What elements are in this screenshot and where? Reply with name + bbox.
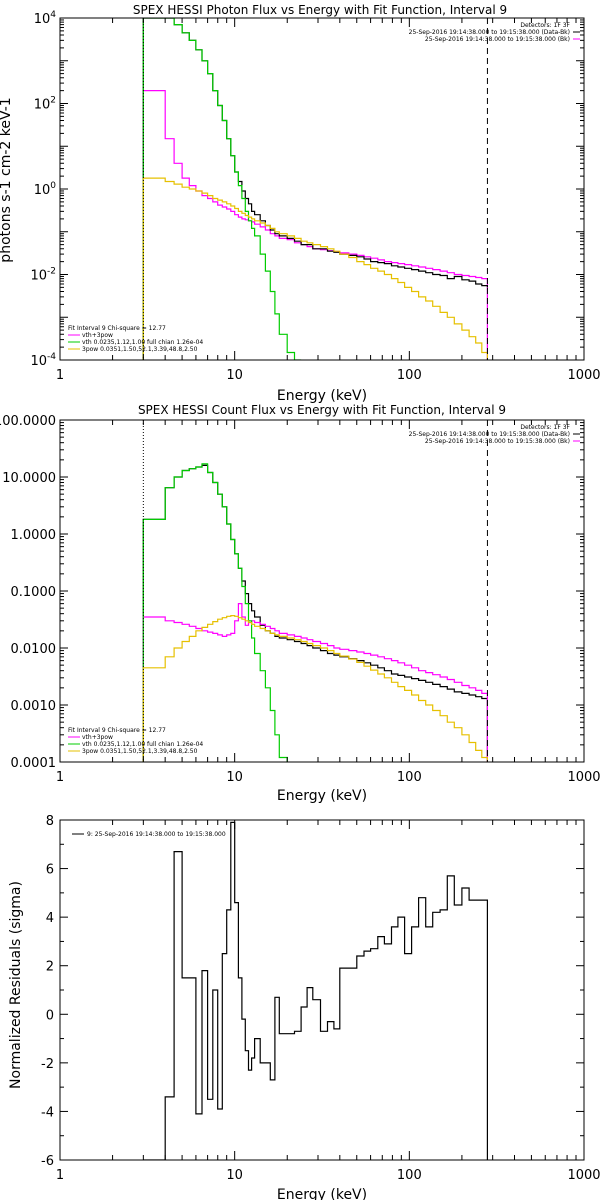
photon-flux-xtick-label: 1: [56, 368, 64, 383]
count-flux-xtick-label: 100: [397, 770, 422, 785]
residuals-ytick-label: -4: [41, 1105, 54, 1120]
residuals-xtick-label: 10: [226, 1168, 243, 1183]
count-flux-ytick-label: 0.0100: [11, 642, 57, 657]
residuals-xtick-label: 1000: [567, 1168, 600, 1183]
residuals-ytick-label: 2: [46, 960, 54, 975]
photon-flux-yticks: 10-4 10-2 100 102 104: [30, 10, 584, 369]
photon-flux-xtick-label: 10: [226, 368, 243, 383]
photon-flux-xlabel: Energy (keV): [277, 388, 367, 404]
count-flux-plot-frame: [59, 419, 585, 763]
count-flux-xtick-label: 1000: [567, 770, 600, 785]
photon-flux-legend-entry: 25-Sep-2016 19:14:38.000 to 19:15:38.000…: [425, 36, 570, 43]
count-flux-legend-entry: Fit Interval 9 Chi-square = 12.77: [68, 727, 166, 734]
photon-flux-series-3pow: [142, 177, 488, 360]
photon-flux-series-group: [142, 18, 488, 360]
count-flux-legend-entry: 25-Sep-2016 19:14:38.000 to 19:15:38.000…: [425, 438, 570, 445]
count-flux-series-data-bk: [142, 464, 488, 762]
photon-flux-legend-entry: 3pow 0.0351,1.50,52.1,3.39,48.8,2.50: [82, 346, 198, 353]
photon-flux-legend-entry: vth 0.0235,1.12,1.00 full chian 1.26e-04: [82, 339, 203, 346]
residuals-xtick-label: 100: [397, 1168, 422, 1183]
count-flux-xtick-label: 10: [226, 770, 243, 785]
count-flux-xtick-label: 1: [56, 770, 64, 785]
count-flux-yticks: 0.0001 0.0010 0.0100 0.1000 1.0000 10.0000 100…: [0, 414, 584, 771]
residuals-legend-entry: 9: 25-Sep-2016 19:14:38.000 to 19:15:38.…: [87, 831, 226, 838]
count-flux-legend-entry: 3pow 0.0351,1.50,52.1,3.39,48.8,2.50: [82, 748, 198, 755]
residuals-ytick-label: 0: [46, 1008, 54, 1023]
photon-flux-ytick-label: 100: [34, 181, 57, 198]
residuals-ytick-label: -6: [41, 1154, 54, 1169]
residuals-xlabel: Energy (keV): [277, 1187, 367, 1200]
photon-flux-xtick-label: 100: [397, 368, 422, 383]
residuals-panel: Normalized Residuals (sigma) Energy (keV…: [8, 814, 600, 1200]
count-flux-ytick-label: 1.0000: [11, 528, 57, 543]
residuals-xticks: 1 10 100 1000: [56, 820, 600, 1183]
photon-flux-legend-entry: vth+3pow: [82, 332, 113, 339]
photon-flux-legend-entry: Detectors: 1F 3F: [520, 22, 570, 29]
count-flux-series-vth-3pow: [142, 603, 488, 762]
count-flux-legend-entry: vth 0.0235,1.12,1.00 full chian 1.26e-04: [82, 741, 203, 748]
residuals-series-group: [143, 821, 488, 1160]
photon-flux-ytick-label: 104: [34, 10, 57, 27]
count-flux-xticks: 1 10 100 1000: [56, 420, 600, 785]
residuals-series-9-25-sep-2016-19-14-38-000-to-19-15-38-000: [143, 821, 488, 1160]
photon-flux-panel: SPEX HESSI Photon Flux vs Energy with Fi…: [0, 3, 600, 404]
count-flux-legend-bottom-left: Fit Interval 9 Chi-square = 12.77vth+3po…: [68, 727, 203, 755]
photon-flux-plot-frame: [59, 17, 585, 361]
count-flux-legend-entry: vth+3pow: [82, 734, 113, 741]
photon-flux-legend-bottom-left: Fit Interval 9 Chi-square = 12.77vth+3po…: [68, 325, 203, 353]
count-flux-ytick-label: 0.1000: [11, 585, 57, 600]
count-flux-vlines: [142, 420, 488, 762]
count-flux-series-vth: [142, 463, 288, 762]
count-flux-series-3pow: [142, 615, 488, 762]
photon-flux-ytick-label: 10-4: [30, 352, 56, 369]
count-flux-title: SPEX HESSI Count Flux vs Energy with Fit…: [138, 403, 506, 417]
count-flux-legend-entry: 25-Sep-2016 19:14:38.000 to 19:15:38.000…: [409, 431, 570, 438]
residuals-ytick-label: 4: [46, 911, 54, 926]
photon-flux-series-vth: [142, 18, 302, 360]
count-flux-ytick-label: 10.0000: [2, 471, 56, 486]
residuals-ytick-label: 6: [46, 863, 54, 878]
photon-flux-vlines: [142, 18, 488, 360]
photon-flux-series-vth-3pow: [142, 90, 488, 360]
count-flux-legend-entry: Detectors: 1F 3F: [520, 424, 570, 431]
count-flux-ytick-label: 0.0001: [11, 756, 57, 771]
residuals-ytick-label: -2: [41, 1057, 54, 1072]
photon-flux-legend-entry: 25-Sep-2016 19:14:38.000 to 19:15:38.000…: [409, 29, 570, 36]
count-flux-ytick-label: 100.0000: [0, 414, 56, 429]
residuals-yticks: -6 -4 -2 0 2 4 6 8: [41, 814, 584, 1169]
residuals-ylabel: Normalized Residuals (sigma): [8, 881, 24, 1089]
photon-flux-title: SPEX HESSI Photon Flux vs Energy with Fi…: [133, 3, 507, 17]
residuals-plot-frame: [59, 819, 585, 1161]
count-flux-series-group: [142, 463, 488, 762]
photon-flux-ytick-label: 10-2: [30, 267, 56, 284]
count-flux-ytick-label: 0.0010: [11, 699, 57, 714]
residuals-xtick-label: 1: [56, 1168, 64, 1183]
count-flux-panel: SPEX HESSI Count Flux vs Energy with Fit…: [0, 403, 600, 804]
residuals-legend-top-left: 9: 25-Sep-2016 19:14:38.000 to 19:15:38.…: [72, 831, 226, 838]
photon-flux-ytick-label: 102: [34, 96, 56, 113]
photon-flux-ylabel: photons s-1 cm-2 keV-1: [0, 97, 14, 262]
residuals-ytick-label: 8: [46, 814, 54, 829]
photon-flux-legend-entry: Fit Interval 9 Chi-square = 12.77: [68, 325, 166, 332]
photon-flux-xtick-label: 1000: [567, 368, 600, 383]
count-flux-xlabel: Energy (keV): [277, 788, 367, 804]
